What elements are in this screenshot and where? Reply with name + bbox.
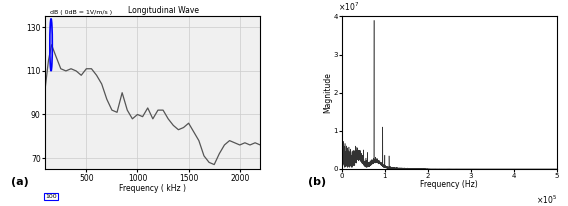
Text: (a): (a) — [11, 177, 29, 187]
Text: M204A: M204A — [129, 0, 177, 10]
Text: (b): (b) — [308, 177, 326, 187]
Text: dB ( 0dB = 1V/m/s ): dB ( 0dB = 1V/m/s ) — [50, 10, 112, 15]
Y-axis label: Magnitude: Magnitude — [323, 72, 332, 113]
Text: $\times10^7$: $\times10^7$ — [337, 1, 359, 13]
X-axis label: Frequency ( kHz ): Frequency ( kHz ) — [119, 184, 186, 193]
Text: $\times10^5$: $\times10^5$ — [536, 193, 557, 206]
Text: Longitudinal Wave: Longitudinal Wave — [128, 6, 199, 15]
Text: 100: 100 — [45, 194, 57, 199]
X-axis label: Frequency (Hz): Frequency (Hz) — [420, 180, 478, 190]
